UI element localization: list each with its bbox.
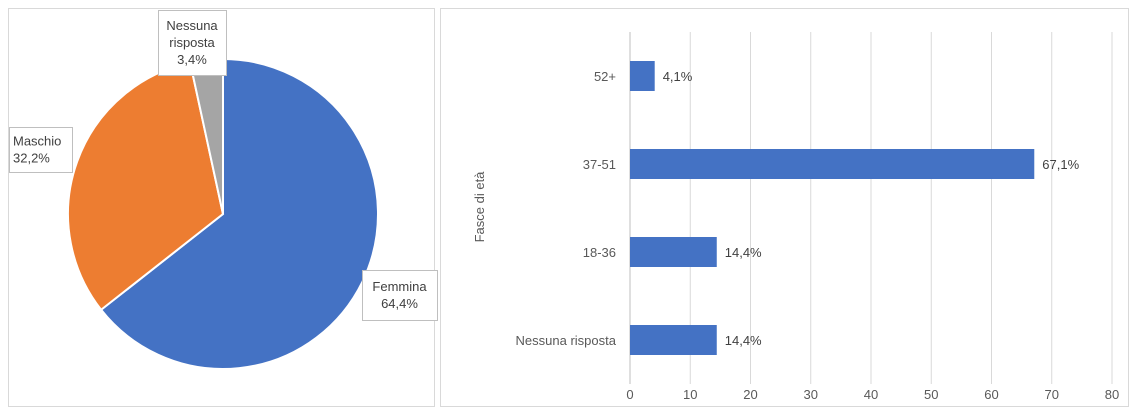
x-tick-label: 80 bbox=[1105, 387, 1119, 402]
pie-label-line: Maschio bbox=[13, 134, 61, 149]
pie-chart: Femmina 64,4% Maschio 32,2% Nessuna risposta 3… bbox=[9, 10, 438, 370]
x-tick-label: 50 bbox=[924, 387, 938, 402]
x-tick-label: 10 bbox=[683, 387, 697, 402]
pie-label-line: 32,2% bbox=[13, 151, 50, 166]
value-label: 14,4% bbox=[725, 333, 762, 348]
bar-37-51 bbox=[630, 149, 1035, 179]
x-tick-label: 70 bbox=[1045, 387, 1059, 402]
x-tick-label: 40 bbox=[864, 387, 878, 402]
pie-label-line: 64,4% bbox=[381, 296, 418, 311]
category-label: Nessuna risposta bbox=[516, 333, 617, 348]
x-tick-label: 20 bbox=[743, 387, 757, 402]
bar-chart: 0 10 20 30 40 50 60 70 80 52+ 4,1% 37-51 67,1% 18-36 1… bbox=[472, 32, 1119, 402]
x-tick-label: 0 bbox=[626, 387, 633, 402]
bar-52- bbox=[630, 61, 655, 91]
pie-label-line: 3,4% bbox=[177, 52, 207, 67]
x-tick-label: 30 bbox=[804, 387, 818, 402]
x-tick-label: 60 bbox=[984, 387, 998, 402]
pie-label-femmina: Femmina 64,4% bbox=[362, 270, 438, 321]
pie-slice-maschio bbox=[67, 61, 225, 312]
pie-label-box bbox=[9, 127, 73, 173]
pie-label-line: Nessuna bbox=[166, 18, 218, 33]
pie-label-nessuna-risposta: Nessuna risposta 3,4% bbox=[158, 10, 227, 76]
category-label: 37-51 bbox=[583, 157, 616, 172]
value-label: 14,4% bbox=[725, 245, 762, 260]
bar-nessuna-risposta bbox=[630, 325, 717, 355]
pie-label-line: Femmina bbox=[372, 279, 427, 294]
pie-label-line: risposta bbox=[169, 35, 215, 50]
bar-18-36 bbox=[630, 237, 717, 267]
category-label: 18-36 bbox=[583, 245, 616, 260]
category-label: 52+ bbox=[594, 69, 616, 84]
pie-label-box bbox=[362, 270, 438, 321]
y-axis-title: Fasce di età bbox=[472, 171, 487, 243]
pie-label-maschio: Maschio 32,2% bbox=[9, 127, 73, 173]
value-label: 4,1% bbox=[663, 69, 693, 84]
pie-label-box bbox=[158, 10, 227, 76]
value-label: 67,1% bbox=[1042, 157, 1079, 172]
